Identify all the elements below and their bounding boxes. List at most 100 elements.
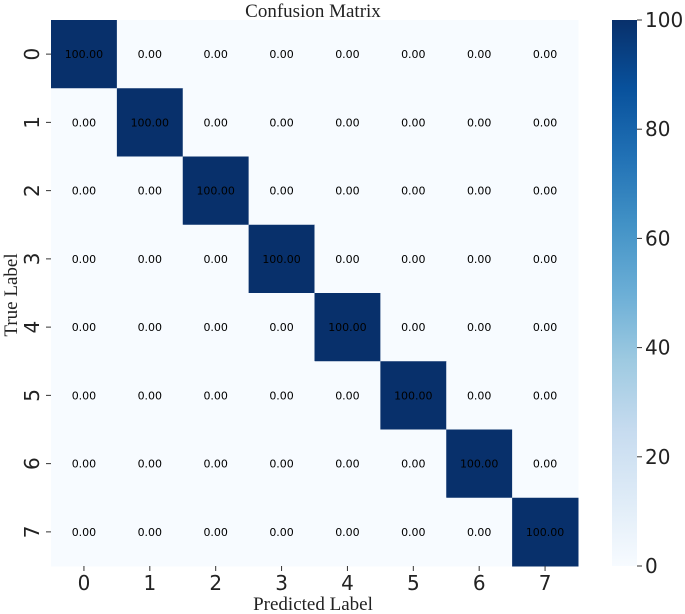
y-tick-label: 0: [20, 48, 44, 61]
cell-value-label: 0.00: [533, 389, 558, 402]
colorbar: [612, 20, 637, 566]
cell-value-label: 0.00: [467, 48, 492, 61]
y-axis-label: True Label: [1, 253, 22, 336]
heatmap-cell: [512, 156, 579, 226]
colorbar-tick-label: 60: [645, 226, 670, 250]
y-tick-label: 4: [20, 321, 44, 334]
y-tick-label: 7: [20, 526, 44, 539]
colorbar-tick-label: 40: [645, 336, 670, 360]
cell-value-label: 0.00: [72, 526, 97, 539]
heatmap-cell: [380, 224, 447, 294]
cell-value-label: 0.00: [467, 116, 492, 129]
heatmap-cell: [314, 156, 381, 226]
cell-value-label: 0.00: [203, 321, 228, 334]
heatmap-cell: [182, 224, 250, 294]
heatmap-cell: [51, 429, 118, 499]
cell-value-label: 100.00: [196, 185, 235, 198]
cell-value-label: 0.00: [138, 526, 163, 539]
cell-value-label: 0.00: [533, 116, 558, 129]
heatmap-cell: [182, 88, 250, 157]
heatmap-cell: [512, 497, 579, 567]
heatmap-cell: [380, 293, 447, 362]
cell-value-label: 0.00: [533, 458, 558, 471]
cell-value-label: 0.00: [335, 185, 360, 198]
cell-value-label: 0.00: [401, 253, 426, 266]
heatmap-cell: [512, 20, 579, 89]
cell-value-label: 0.00: [269, 458, 294, 471]
heatmap-cell: [182, 361, 250, 430]
cell-value-label: 0.00: [138, 321, 163, 334]
y-tick-label: 1: [20, 116, 44, 129]
heatmap-cell: [512, 429, 579, 499]
heatmap-cell: [446, 429, 513, 499]
cell-value-label: 0.00: [401, 321, 426, 334]
cell-value-label: 0.00: [467, 253, 492, 266]
heatmap-cell: [380, 156, 447, 226]
heatmap-cell: [314, 293, 381, 362]
heatmap-cell: [182, 20, 250, 89]
heatmap-cell: [446, 88, 513, 157]
cell-value-label: 100.00: [65, 48, 104, 61]
cell-value-label: 0.00: [401, 458, 426, 471]
heatmap-cell: [314, 497, 381, 567]
x-tick-label: 5: [407, 571, 420, 595]
heatmap-cell: [512, 88, 579, 157]
heatmap-cell: [380, 429, 447, 499]
heatmap-cell: [116, 20, 184, 89]
heatmap-cell: [116, 497, 184, 567]
cell-value-label: 0.00: [335, 389, 360, 402]
heatmap-cell: [182, 497, 250, 567]
cell-value-label: 0.00: [401, 185, 426, 198]
cell-value-label: 100.00: [131, 116, 170, 129]
heatmap-cell: [182, 429, 250, 499]
heatmap-cell: [248, 429, 315, 499]
x-tick-label: 4: [341, 571, 354, 595]
heatmap-cell: [314, 361, 381, 430]
cell-value-label: 0.00: [533, 321, 558, 334]
heatmap-cell: [248, 224, 315, 294]
y-tick-label: 2: [20, 184, 44, 197]
heatmap-cell: [116, 156, 184, 226]
cell-value-label: 0.00: [138, 48, 163, 61]
x-tick-label: 3: [275, 571, 288, 595]
heatmap-cell: [248, 20, 315, 89]
cell-value-label: 0.00: [203, 116, 228, 129]
cell-value-label: 0.00: [203, 48, 228, 61]
heatmap-cell: [446, 497, 513, 567]
heatmap-cell: [512, 293, 579, 362]
heatmap-cell: [248, 88, 315, 157]
cell-value-label: 0.00: [203, 253, 228, 266]
heatmap-cell: [182, 156, 250, 226]
cell-value-label: 100.00: [394, 389, 433, 402]
cell-value-label: 100.00: [526, 526, 565, 539]
x-axis-ticks: 0 1 2 3 4 5 6 7: [78, 566, 552, 595]
cell-value-label: 0.00: [203, 458, 228, 471]
cell-value-label: 100.00: [328, 321, 367, 334]
x-axis-label: Predicted Label: [253, 594, 373, 614]
heatmap-cell: [446, 156, 513, 226]
heatmap-cell: [116, 293, 184, 362]
cell-value-label: 0.00: [269, 116, 294, 129]
y-tick-label: 5: [20, 389, 44, 402]
heatmap-cell: [182, 293, 250, 362]
x-tick-label: 6: [473, 571, 486, 595]
cell-value-label: 0.00: [203, 526, 228, 539]
heatmap-cell: [248, 293, 315, 362]
heatmap-cell: [314, 88, 381, 157]
cell-value-label: 0.00: [203, 389, 228, 402]
y-tick-label: 6: [20, 457, 44, 470]
cell-value-label: 0.00: [72, 458, 97, 471]
heatmap-cell: [51, 293, 118, 362]
cell-value-label: 0.00: [335, 48, 360, 61]
heatmap-cell: [248, 156, 315, 226]
heatmap-cells: 100.00 0.00 0.00 0.00 0.00 0.00 0.00 0.00 0.00 10…: [51, 20, 579, 567]
cell-value-label: 0.00: [138, 253, 163, 266]
heatmap-cell: [380, 20, 447, 89]
x-tick-label: 2: [209, 571, 222, 595]
cell-value-label: 0.00: [467, 526, 492, 539]
heatmap-cell: [51, 88, 118, 157]
cell-value-label: 0.00: [72, 185, 97, 198]
cell-value-label: 0.00: [533, 185, 558, 198]
cell-value-label: 0.00: [335, 526, 360, 539]
x-tick-label: 7: [539, 571, 552, 595]
